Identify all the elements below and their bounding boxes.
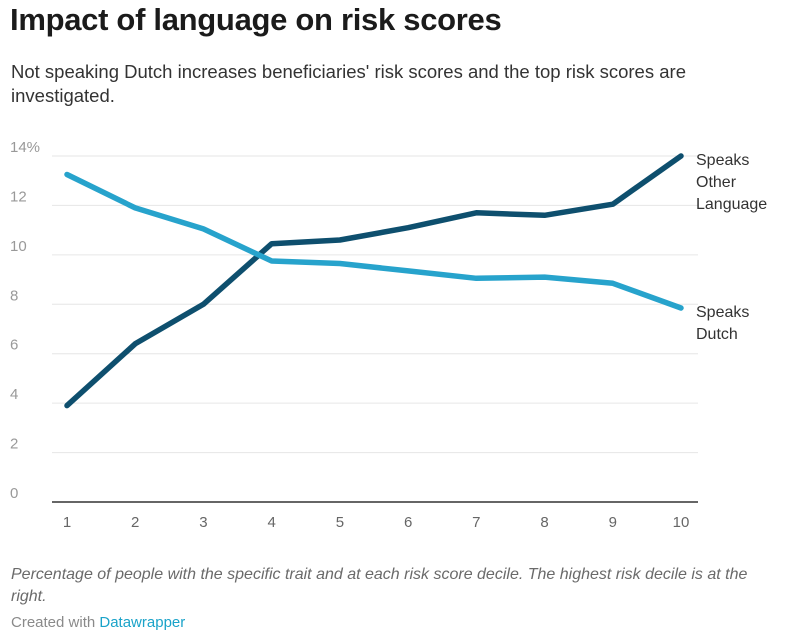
- series-lines: [64, 153, 684, 409]
- datawrapper-link[interactable]: Datawrapper: [99, 614, 186, 631]
- x-tick-label: 7: [472, 514, 480, 531]
- x-tick-label: 5: [336, 514, 344, 531]
- x-axis-ticks: 1 2 3 4 5 6 7 8 9 10: [63, 514, 690, 531]
- x-tick-label: 2: [131, 514, 139, 531]
- y-tick-label: 10: [10, 238, 27, 255]
- y-tick-label: 0: [10, 485, 18, 502]
- y-axis-ticks: 0 2 4 6 8 10 12 14%: [10, 139, 40, 502]
- y-tick-label: 8: [10, 287, 18, 304]
- y-tick-label: 2: [10, 436, 18, 453]
- series-label-other-language: Speaks: [696, 152, 749, 169]
- chart-subtitle: Not speaking Dutch increases beneficiari…: [11, 61, 686, 106]
- series-labels: Speaks Other Language Speaks Dutch: [696, 152, 767, 343]
- chart-title: Impact of language on risk scores: [10, 2, 502, 37]
- chart-notes: Percentage of people with the specific t…: [11, 566, 748, 605]
- y-tick-label: 6: [10, 337, 18, 354]
- x-tick-label: 4: [267, 514, 275, 531]
- x-tick-label: 8: [540, 514, 548, 531]
- y-tick-label: 12: [10, 188, 27, 205]
- y-tick-label: 4: [10, 386, 18, 403]
- series-label-other-language: Language: [696, 196, 767, 213]
- x-tick-label: 9: [609, 514, 617, 531]
- credit-prefix: Created with: [11, 614, 100, 631]
- x-tick-label: 3: [199, 514, 207, 531]
- series-line-dutch: [64, 171, 684, 311]
- series-line-other-language: [64, 153, 684, 409]
- credit-line: Created with Datawrapper: [11, 614, 185, 631]
- series-label-dutch: Dutch: [696, 326, 738, 343]
- x-tick-label: 10: [673, 514, 690, 531]
- y-tick-label: 14%: [10, 139, 40, 156]
- x-tick-label: 6: [404, 514, 412, 531]
- series-label-other-language: Other: [696, 174, 737, 191]
- series-label-dutch: Speaks: [696, 304, 749, 321]
- x-tick-label: 1: [63, 514, 71, 531]
